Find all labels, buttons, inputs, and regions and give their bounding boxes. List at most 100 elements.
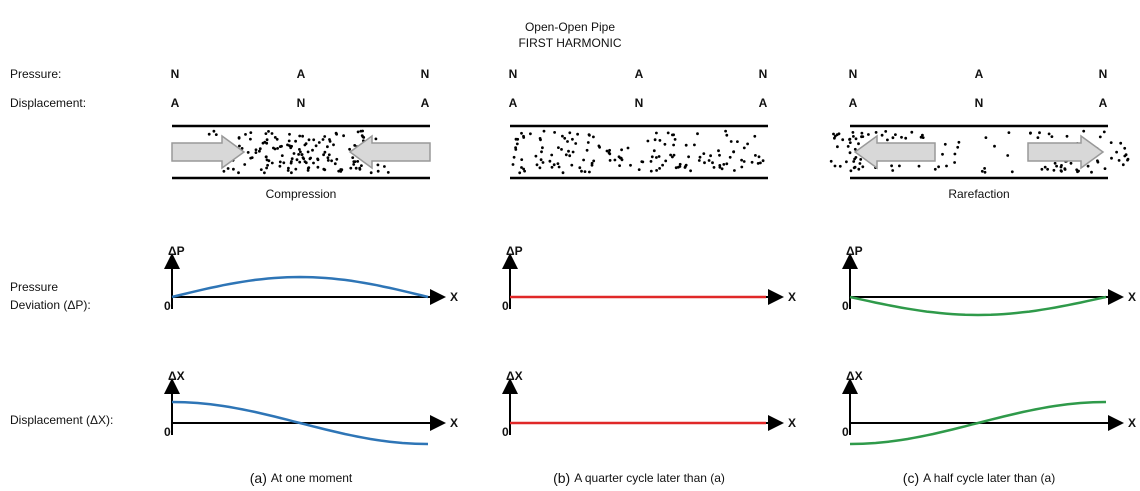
particle (264, 155, 268, 159)
particle (646, 139, 650, 143)
axis-label: 0 (164, 299, 171, 313)
particle (322, 153, 325, 157)
axis-label: X (788, 416, 796, 430)
caption-text: At one moment (271, 471, 353, 485)
particle (1115, 150, 1118, 154)
particle (376, 169, 380, 173)
particle (1065, 134, 1069, 138)
particle (937, 165, 940, 169)
particle (301, 134, 304, 138)
particle (568, 154, 572, 158)
axis-label: 0 (164, 425, 171, 439)
particle (534, 154, 538, 158)
particle (539, 158, 543, 162)
particle (698, 155, 702, 159)
particle (287, 166, 290, 170)
particle (853, 157, 856, 161)
wave-curve (171, 400, 429, 446)
particle (620, 148, 623, 152)
particle (578, 166, 582, 170)
particle (369, 171, 373, 175)
node-label: A (849, 96, 858, 110)
particle (317, 141, 321, 144)
particle (732, 150, 736, 154)
axis-label: ΔP (846, 244, 863, 258)
particle (725, 133, 729, 137)
particle (552, 163, 556, 167)
wave-curve (849, 295, 1107, 317)
particle (891, 136, 895, 140)
particle (548, 159, 552, 163)
particle (945, 164, 948, 168)
particle (376, 163, 380, 167)
particle (874, 131, 878, 134)
particle (833, 136, 836, 140)
axis-label: X (788, 290, 796, 304)
particle (561, 134, 564, 138)
particle (677, 165, 680, 169)
particle (550, 153, 554, 157)
particle (280, 154, 284, 158)
particle (921, 136, 925, 140)
particle (327, 153, 331, 157)
particle (1126, 157, 1130, 161)
particle (696, 132, 699, 136)
particle (1102, 130, 1106, 134)
particle (550, 165, 554, 169)
particle (672, 133, 675, 137)
particle (860, 131, 864, 135)
particle (263, 171, 266, 175)
particle (570, 163, 574, 167)
particle (678, 162, 682, 166)
particle (308, 157, 312, 161)
particle (265, 141, 269, 145)
node-label: A (759, 96, 768, 110)
particle (312, 138, 316, 142)
caption-letter: (a) (250, 470, 267, 486)
particle (222, 169, 226, 173)
particle (852, 166, 856, 170)
particle (661, 163, 664, 167)
particle (316, 165, 320, 169)
particle (1050, 135, 1054, 139)
particle (652, 149, 656, 153)
caption: (c) A half cycle later than (a) (903, 470, 1055, 486)
particle (684, 165, 687, 168)
particle (740, 158, 743, 162)
particle (1053, 161, 1057, 165)
particle (733, 169, 736, 172)
particle (563, 136, 567, 140)
particle (259, 168, 263, 172)
particle (540, 150, 543, 154)
axis-label: X (1128, 290, 1136, 304)
particle (523, 169, 526, 173)
particle (891, 169, 895, 172)
particle (254, 151, 258, 155)
particle (1109, 141, 1113, 145)
node-label: N (759, 67, 768, 81)
particle (557, 165, 561, 169)
particle (672, 143, 675, 147)
row-label: Pressure: (10, 67, 61, 81)
particle (360, 164, 363, 168)
particle (278, 160, 282, 164)
particle (237, 171, 240, 175)
particle (358, 166, 362, 170)
particle (249, 131, 253, 135)
particle (736, 140, 739, 144)
particle (1086, 164, 1090, 168)
particle (861, 165, 865, 169)
particle (258, 149, 261, 153)
particle (298, 134, 302, 138)
particle (848, 151, 852, 155)
axis-label: ΔX (846, 369, 863, 383)
particle (512, 155, 516, 159)
particle (249, 156, 253, 160)
particle (249, 137, 252, 141)
particle (658, 167, 661, 170)
particle (244, 133, 247, 136)
particle (919, 135, 923, 139)
tube-label: Rarefaction (948, 187, 1009, 201)
particle (270, 132, 274, 135)
